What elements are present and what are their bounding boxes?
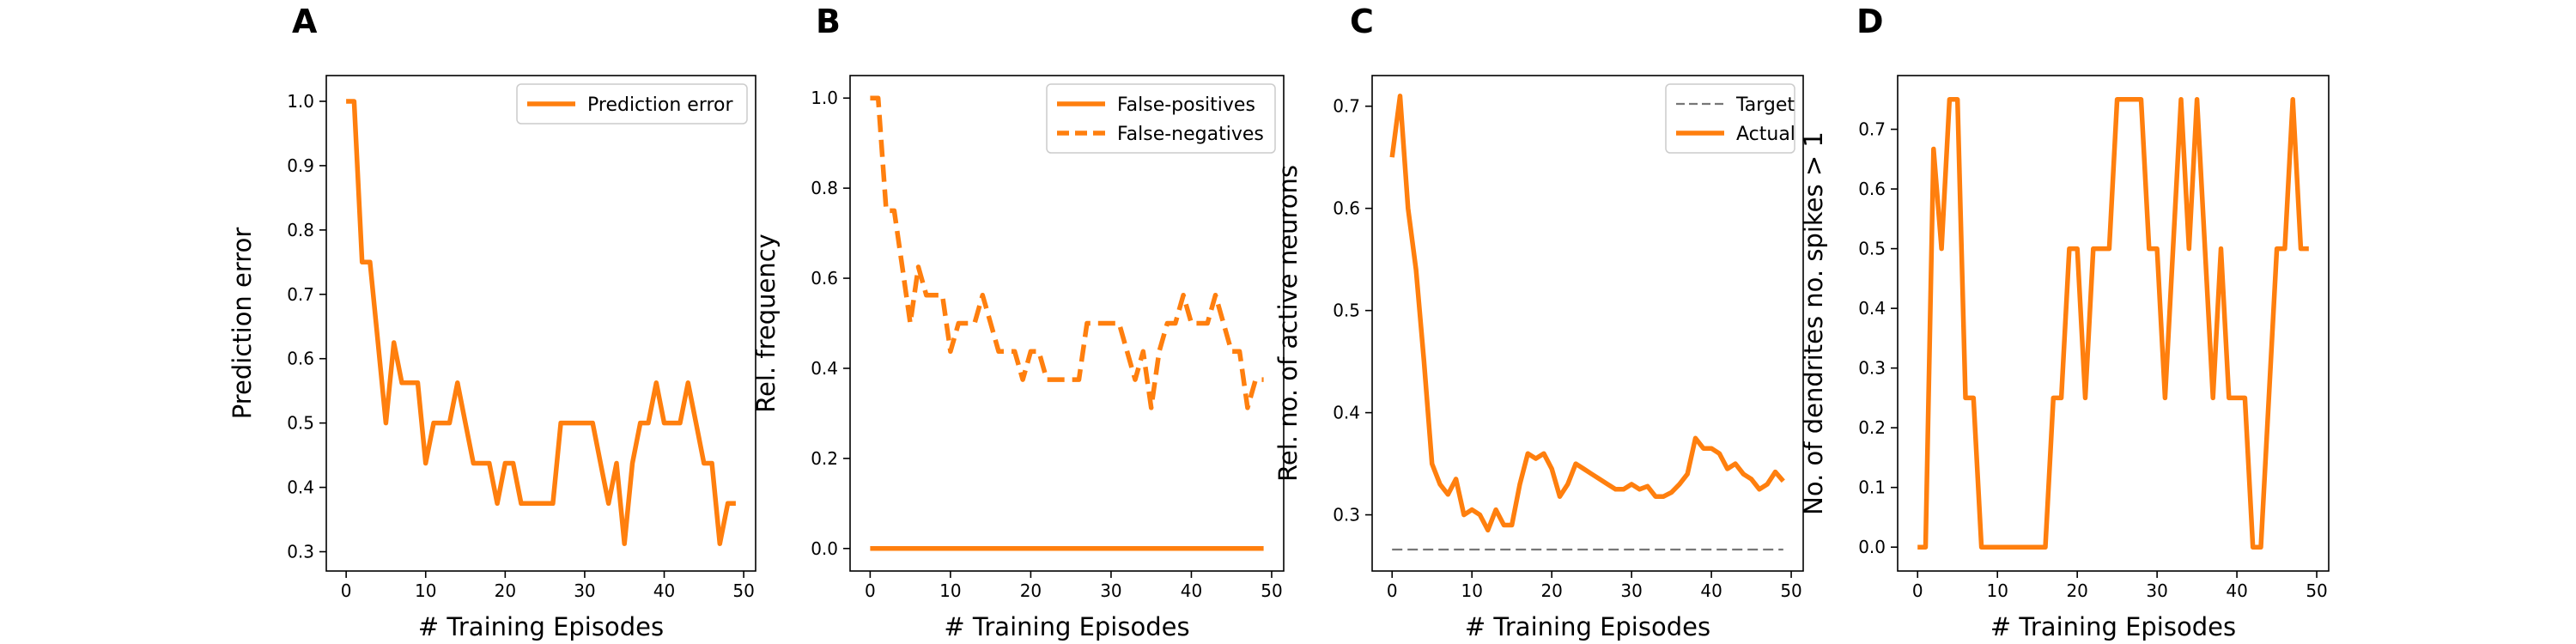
legend: Target Actual xyxy=(1665,83,1795,154)
x-tick-label: 0 xyxy=(1387,580,1398,601)
series-line xyxy=(1389,94,1785,533)
y-tick-label: 0.3 xyxy=(287,542,314,562)
plot-frame xyxy=(1371,75,1804,572)
x-tick-label: 20 xyxy=(1540,580,1562,601)
y-tick-label: 0.7 xyxy=(1333,96,1360,117)
plot-frame xyxy=(1897,75,2330,572)
panel-b: B 0 10 20 30 40 50 0.0 0.2 0.4 0.6 0.8 1.0 # Training… xyxy=(751,3,1285,641)
y-tick-label: 0.4 xyxy=(811,358,838,379)
y-tick-label: 0.3 xyxy=(1858,358,1886,379)
panel-a: A 0 10 20 30 40 50 0.3 0.4 0.5 0.6 0.7 0.8 0.9 1.0 # Tr… xyxy=(228,3,756,641)
y-tick-label: 0.6 xyxy=(811,268,838,289)
series-line xyxy=(1917,97,2309,550)
x-tick-label: 50 xyxy=(1780,580,1801,601)
y-axis-label: Rel. no. of active neurons xyxy=(1273,165,1303,482)
x-tick-label: 20 xyxy=(1020,580,1042,601)
y-tick-label: 0.8 xyxy=(287,220,314,240)
y-tick-label: 0.4 xyxy=(1858,298,1886,319)
plot-frame xyxy=(325,75,756,572)
y-tick-label: 0.7 xyxy=(1858,119,1886,140)
y-tick-label: 0.6 xyxy=(287,349,314,369)
x-axis-label: # Training Episodes xyxy=(418,612,664,641)
legend-label: False-negatives xyxy=(1117,124,1264,145)
legend: False-positives False-negatives xyxy=(1046,83,1276,154)
x-tick-label: 10 xyxy=(415,580,436,601)
panel-letter: D xyxy=(1856,3,1884,40)
y-axis-label: Rel. frequency xyxy=(751,234,781,413)
x-tick-label: 40 xyxy=(1700,580,1722,601)
legend-label: False-positives xyxy=(1117,94,1255,116)
x-tick-label: 0 xyxy=(341,580,352,601)
legend-label: Prediction error xyxy=(587,94,733,116)
y-tick-label: 0.4 xyxy=(1333,403,1360,423)
x-tick-label: 20 xyxy=(2066,580,2087,601)
x-tick-label: 10 xyxy=(939,580,961,601)
y-tick-label: 0.6 xyxy=(1858,179,1886,199)
y-tick-label: 0.2 xyxy=(1858,417,1886,438)
x-tick-label: 30 xyxy=(1620,580,1642,601)
x-tick-label: 0 xyxy=(865,580,876,601)
x-axis-label: # Training Episodes xyxy=(1465,612,1710,641)
panel-letter: C xyxy=(1350,3,1374,40)
y-tick-label: 0.2 xyxy=(811,448,838,469)
x-tick-label: 40 xyxy=(2226,580,2247,601)
y-tick-label: 0.8 xyxy=(811,178,838,198)
y-tick-label: 0.9 xyxy=(287,155,314,176)
panel-d: D 0 10 20 30 40 50 0.0 0.1 0.2 0.3 0.4 0.5 0.6 0.7 # Tr… xyxy=(1799,3,2330,641)
y-tick-label: 0.5 xyxy=(1333,301,1360,321)
y-tick-label: 0.0 xyxy=(1858,537,1886,557)
panel-letter: A xyxy=(292,3,318,40)
y-tick-label: 1.0 xyxy=(811,88,838,108)
y-tick-label: 0.4 xyxy=(287,477,314,498)
y-tick-label: 0.6 xyxy=(1333,198,1360,219)
x-tick-label: 10 xyxy=(1461,580,1482,601)
plot-frame xyxy=(849,75,1285,572)
legend-box xyxy=(516,83,748,125)
x-tick-label: 40 xyxy=(653,580,675,601)
x-tick-label: 0 xyxy=(1912,580,1923,601)
legend-box xyxy=(1046,83,1276,154)
x-axis-label: # Training Episodes xyxy=(1990,612,2236,641)
y-tick-label: 0.5 xyxy=(287,413,314,434)
legend-label: Actual xyxy=(1736,124,1795,145)
x-axis-label: # Training Episodes xyxy=(944,612,1189,641)
x-tick-label: 50 xyxy=(2306,580,2327,601)
x-tick-label: 50 xyxy=(1261,580,1282,601)
legend-label: Target xyxy=(1735,94,1795,116)
x-tick-label: 40 xyxy=(1181,580,1202,601)
x-tick-label: 30 xyxy=(1100,580,1121,601)
x-tick-label: 30 xyxy=(574,580,595,601)
x-tick-label: 10 xyxy=(1986,580,2008,601)
panel-letter: B xyxy=(816,3,841,40)
y-tick-label: 0.1 xyxy=(1858,477,1886,498)
legend-box xyxy=(1665,83,1795,154)
panel-c: C 0 10 20 30 40 50 0.3 0.4 0.5 0.6 0.7 # Training Ep… xyxy=(1273,3,1804,641)
x-tick-label: 50 xyxy=(732,580,754,601)
x-tick-label: 30 xyxy=(2146,580,2167,601)
y-tick-label: 0.5 xyxy=(1858,239,1886,259)
y-axis-label: No. of dendrites no. spikes > 1 xyxy=(1799,131,1828,515)
y-tick-label: 0.3 xyxy=(1333,505,1360,526)
y-tick-label: 1.0 xyxy=(287,91,314,112)
y-tick-label: 0.0 xyxy=(811,538,838,559)
series-line xyxy=(870,95,1264,410)
legend: Prediction error xyxy=(516,83,748,125)
y-axis-label: Prediction error xyxy=(228,228,257,420)
x-tick-label: 20 xyxy=(495,580,516,601)
series-line xyxy=(346,99,736,546)
y-tick-label: 0.7 xyxy=(287,284,314,305)
